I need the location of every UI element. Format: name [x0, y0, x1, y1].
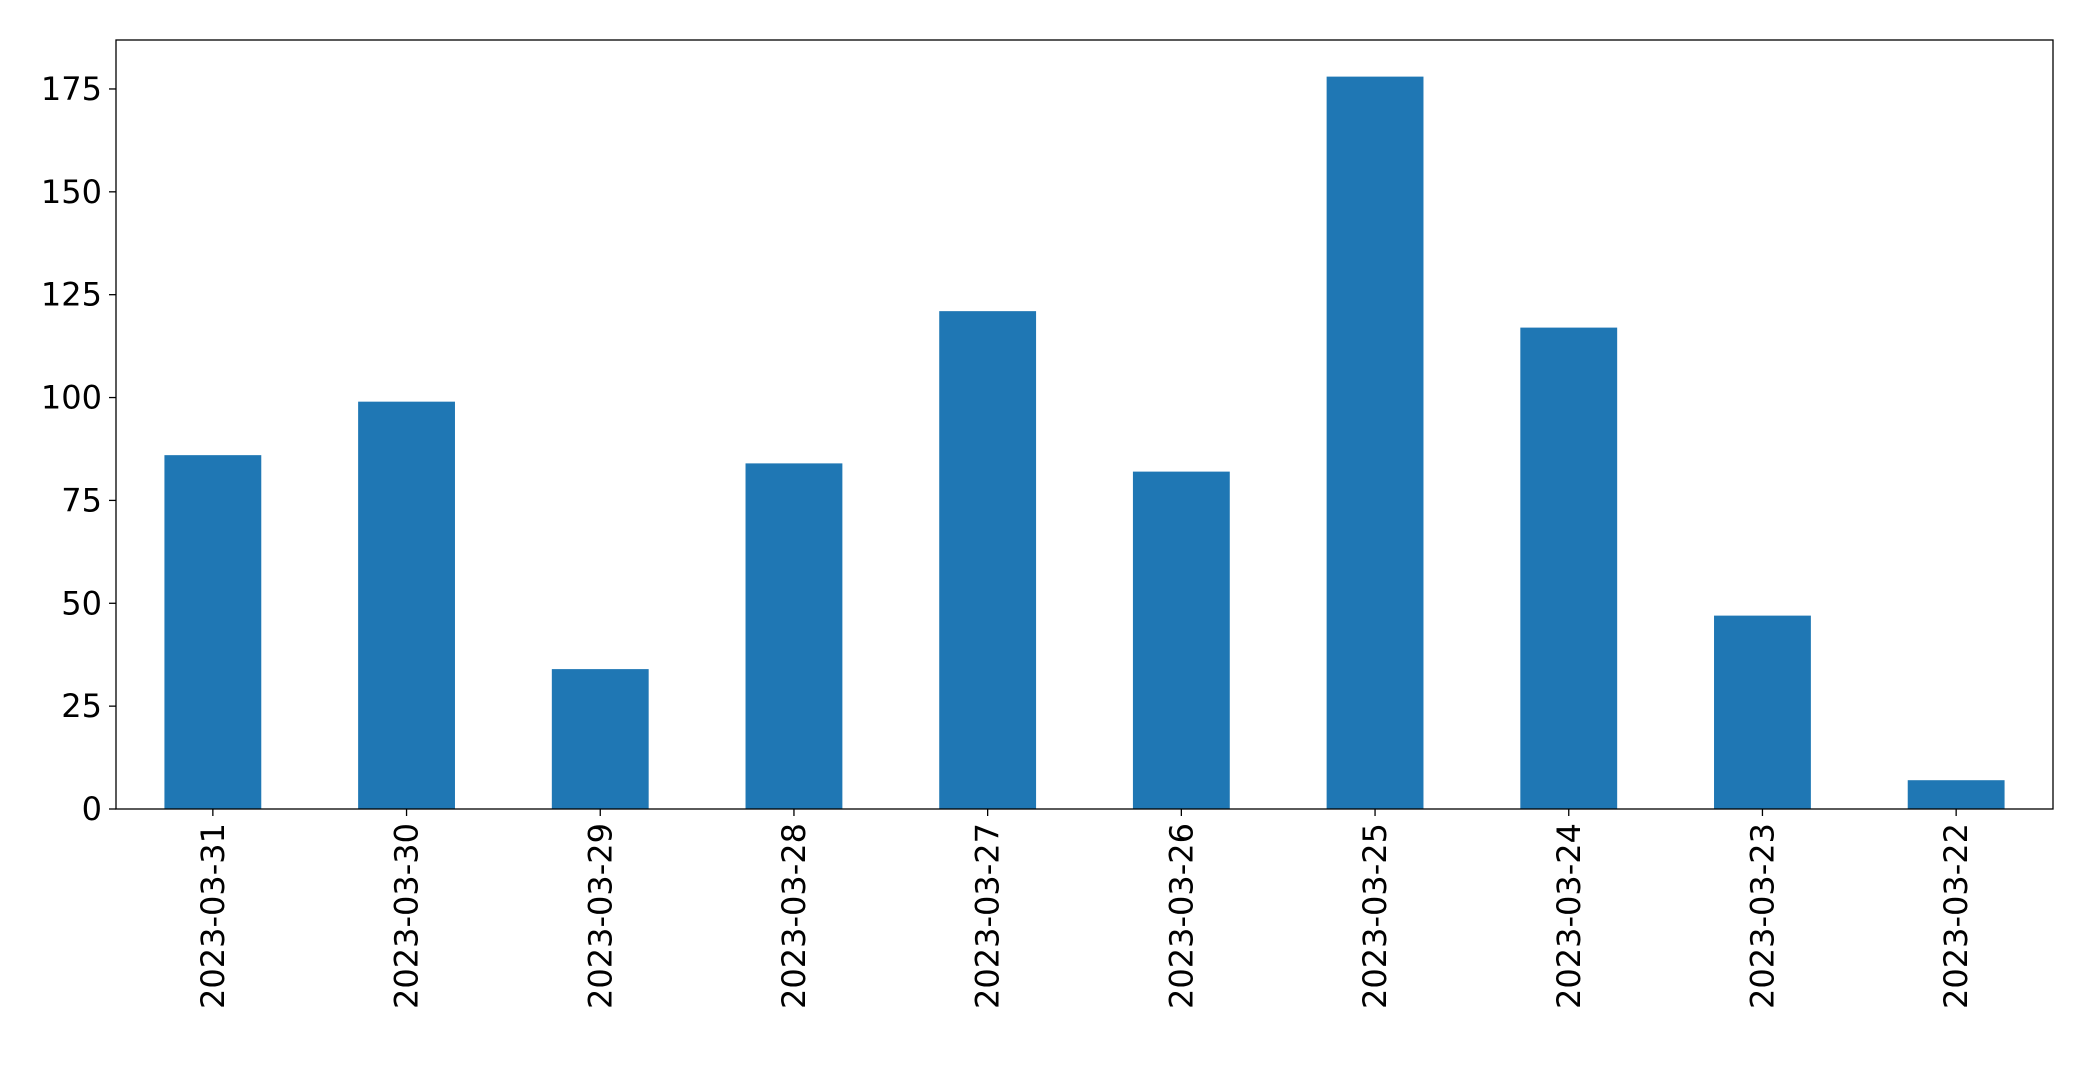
y-tick-label: 25: [61, 687, 102, 725]
x-tick-label: 2023-03-24: [1550, 823, 1588, 1009]
x-tick-label: 2023-03-23: [1743, 823, 1781, 1009]
bar: [745, 463, 843, 809]
x-tick-label: 2023-03-31: [194, 823, 232, 1009]
bar: [164, 455, 262, 809]
bar: [1326, 76, 1424, 810]
y-tick-label: 50: [61, 584, 102, 622]
x-tick-label: 2023-03-22: [1937, 823, 1975, 1009]
x-tick-label: 2023-03-26: [1162, 823, 1200, 1009]
x-tick-label: 2023-03-25: [1356, 823, 1394, 1009]
y-tick-label: 125: [41, 276, 102, 314]
bar: [1714, 615, 1811, 809]
bar: [1132, 471, 1230, 809]
bar: [939, 311, 1037, 809]
y-tick-label: 75: [61, 481, 102, 519]
x-tick-label: 2023-03-30: [388, 823, 426, 1009]
x-tick-label: 2023-03-27: [969, 823, 1007, 1009]
y-tick-label: 175: [41, 70, 102, 108]
bar: [1520, 327, 1618, 809]
plot-frame: [115, 39, 2054, 810]
y-tick-label: 0: [82, 790, 102, 828]
bar: [1907, 780, 2005, 809]
y-tick-label: 100: [41, 379, 102, 417]
bar: [358, 401, 455, 809]
x-tick-label: 2023-03-28: [775, 823, 813, 1009]
y-tick-label: 150: [41, 173, 102, 211]
bar: [551, 669, 649, 809]
x-tick-label: 2023-03-29: [581, 823, 619, 1009]
